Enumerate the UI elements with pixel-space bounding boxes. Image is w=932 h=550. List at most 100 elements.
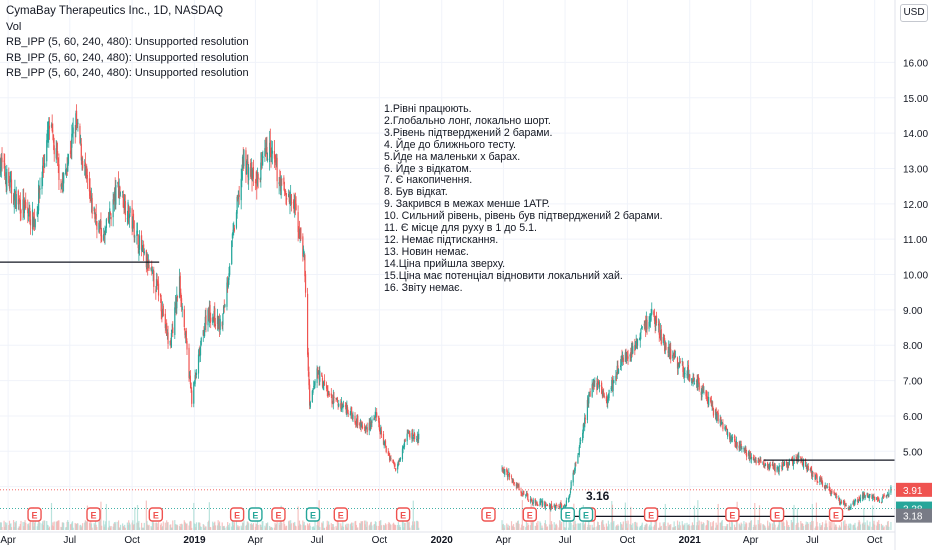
candle-body bbox=[109, 208, 111, 219]
volume-bar bbox=[835, 524, 837, 530]
notes-text[interactable]: 1.Рівні працюють. 2.Глобально лонг, лока… bbox=[384, 103, 663, 295]
time-axis[interactable]: Apr Jul Oct 2019 Apr Jul Oct 2020 Apr Jul Oct 2021 A… bbox=[0, 531, 895, 546]
indicator-label[interactable]: RB_IPP (5, 60, 240, 480): Unsupported re… bbox=[6, 67, 249, 79]
candle-body bbox=[627, 356, 629, 359]
candle-body bbox=[746, 452, 748, 457]
volume-bar bbox=[739, 526, 742, 530]
candle-body bbox=[123, 203, 125, 209]
volume-bar bbox=[859, 524, 862, 530]
volume-bar bbox=[401, 520, 404, 530]
candle-body bbox=[554, 505, 557, 510]
volume-bar bbox=[626, 523, 628, 530]
candle-body bbox=[378, 421, 381, 430]
volume-bar bbox=[52, 522, 54, 530]
candle-body bbox=[105, 228, 107, 234]
candle-body bbox=[811, 469, 813, 477]
volume-bar bbox=[569, 522, 571, 530]
volume-bar bbox=[350, 523, 352, 530]
candle-body bbox=[867, 493, 869, 498]
candle-body bbox=[622, 356, 624, 361]
candle-body bbox=[20, 210, 22, 214]
candle-body bbox=[376, 412, 378, 418]
volume-bar bbox=[507, 524, 509, 530]
price-tag-label: 3.91 bbox=[903, 486, 923, 497]
volume-bar bbox=[838, 525, 841, 530]
volume-bar bbox=[77, 523, 79, 530]
volume-bar bbox=[207, 521, 209, 530]
candle-body bbox=[796, 457, 798, 462]
candle-body bbox=[853, 502, 855, 504]
volume-bar bbox=[501, 520, 503, 530]
candle-body bbox=[172, 327, 174, 334]
volume-bar bbox=[407, 521, 409, 530]
note-line: 9. Закрився в межах менше 1АТР. bbox=[384, 198, 550, 211]
volume-bar bbox=[531, 521, 534, 530]
indicator-label[interactable]: RB_IPP (5, 60, 240, 480): Unsupported re… bbox=[6, 51, 249, 64]
candle-body bbox=[84, 164, 86, 166]
currency-badge[interactable]: USD bbox=[900, 4, 928, 22]
volume-bar bbox=[673, 521, 675, 530]
volume-bar bbox=[834, 526, 836, 530]
volume-bar bbox=[226, 526, 228, 530]
level-annotation[interactable]: 3.16 bbox=[586, 489, 610, 503]
volume-bar bbox=[878, 520, 880, 530]
candle-body bbox=[27, 215, 30, 217]
y-tick-label: 6.00 bbox=[903, 412, 923, 423]
candle-body bbox=[645, 318, 647, 331]
volume-bar bbox=[298, 520, 301, 530]
candle-body bbox=[313, 386, 315, 388]
volume-bar bbox=[826, 527, 828, 530]
candle-body bbox=[525, 493, 528, 496]
candle-body bbox=[641, 327, 643, 329]
candle-body bbox=[298, 228, 301, 239]
price-axis[interactable]: 16.0015.0014.0013.0012.0011.0010.009.008… bbox=[894, 0, 932, 550]
candle-body bbox=[61, 180, 63, 187]
candle-body bbox=[267, 158, 269, 160]
volume-bar bbox=[636, 522, 638, 530]
earnings-marker-letter: E bbox=[234, 511, 240, 521]
candle-body bbox=[109, 212, 112, 215]
volume-bar bbox=[195, 522, 198, 530]
volume-bar bbox=[516, 523, 518, 530]
candle-body bbox=[264, 148, 266, 156]
volume-bar bbox=[176, 525, 179, 530]
candle-body bbox=[44, 163, 46, 167]
volume-bar bbox=[577, 523, 580, 530]
candle-body bbox=[141, 235, 143, 251]
candle-body bbox=[56, 151, 59, 156]
candle-body bbox=[858, 498, 860, 500]
candle-body bbox=[554, 504, 556, 510]
candle-body bbox=[37, 206, 39, 216]
candle-body bbox=[750, 456, 752, 460]
volume-bar bbox=[521, 500, 523, 530]
candle-body bbox=[41, 177, 43, 190]
symbol-title[interactable]: CymaBay Therapeutics Inc., 1D, NASDAQ bbox=[6, 5, 224, 17]
volume-bar bbox=[829, 525, 831, 530]
candle-body bbox=[824, 485, 826, 488]
volume-bar bbox=[626, 527, 628, 530]
volume-label[interactable]: Vol bbox=[6, 20, 22, 33]
candle-body bbox=[350, 407, 352, 414]
volume-bar bbox=[750, 520, 752, 530]
volume-bar bbox=[687, 524, 689, 530]
volume-bar bbox=[33, 526, 35, 530]
indicator-label[interactable]: RB_IPP (5, 60, 240, 480): Unsupported re… bbox=[6, 36, 249, 48]
volume-bar bbox=[830, 521, 832, 530]
volume-bar bbox=[340, 523, 342, 530]
volume-bar bbox=[768, 525, 770, 530]
volume-bar bbox=[638, 527, 641, 530]
candle-body bbox=[229, 266, 231, 275]
volume-bar bbox=[34, 521, 36, 530]
volume-bar bbox=[279, 524, 281, 530]
dividend-marker: E bbox=[560, 507, 575, 522]
candle-body bbox=[342, 405, 345, 407]
candle-body bbox=[570, 481, 572, 489]
volume-bar bbox=[222, 526, 224, 530]
candle-body bbox=[103, 232, 105, 235]
candle-body bbox=[241, 156, 244, 170]
candle-body bbox=[541, 501, 543, 506]
volume-bar bbox=[627, 520, 629, 530]
candle-body bbox=[323, 381, 325, 386]
volume-bar bbox=[166, 520, 168, 530]
